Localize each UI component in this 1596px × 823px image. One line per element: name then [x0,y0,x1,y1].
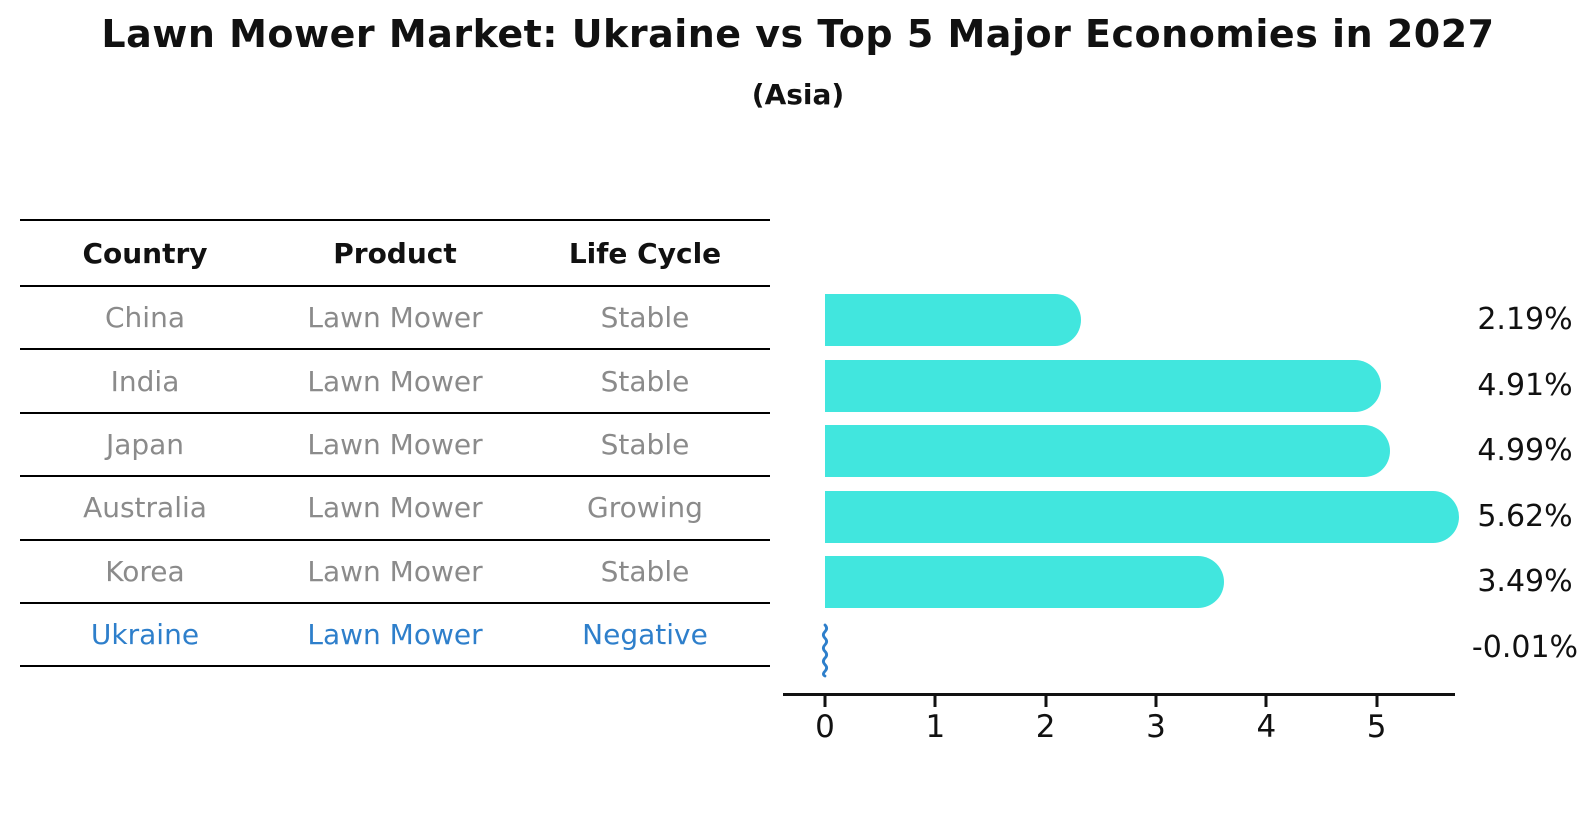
table-row-india: India Lawn Mower Stable [20,350,770,414]
product-cell: Lawn Mower [307,427,483,461]
x-tick-label: 3 [1146,709,1166,745]
column-header-life-cycle: Life Cycle [568,236,722,270]
table-row-korea: Korea Lawn Mower Stable [20,541,770,604]
product-cell: Lawn Mower [307,618,483,652]
life-cycle-cell: Stable [600,301,690,335]
x-tick-label: 5 [1366,709,1387,745]
product-cell: Lawn Mower [307,491,483,525]
country-cell: India [110,364,180,398]
life-cycle-cell: Stable [600,427,690,461]
bar-korea [825,556,1225,608]
bar-india [825,359,1381,412]
country-cell: China [105,301,185,335]
country-cell: Korea [105,554,185,588]
table-row-australia: Australia Lawn Mower Growing [20,477,770,541]
x-tick-label: 2 [1035,709,1056,745]
life-cycle-cell: Negative [582,618,708,652]
bar-value-labels: 2.19% 4.91% 4.99% 5.62% 3.49% -0.01% [1458,287,1592,680]
x-tick-label: 1 [925,709,946,745]
bar-value-label: 3.49% [1477,564,1573,600]
table-row-japan: Japan Lawn Mower Stable [20,414,770,478]
x-tick-mark [1044,696,1048,707]
product-cell: Lawn Mower [307,554,483,588]
life-cycle-cell: Growing [587,491,703,525]
table-header-row: Country Product Life Cycle [20,221,770,287]
negative-bar-squiggle-icon [822,623,828,678]
x-tick-mark [933,696,937,707]
bar-australia [825,490,1460,543]
bar-japan [825,425,1390,477]
country-cell: Australia [83,491,207,525]
x-axis [783,693,1455,696]
bar-value-label: 4.91% [1477,367,1573,403]
bar-value-label: 4.99% [1477,433,1573,469]
product-cell: Lawn Mower [307,364,483,398]
column-header-country: Country [82,236,208,270]
x-axis-ticks: 0 1 2 3 4 5 [815,696,1455,751]
x-tick-mark [1264,696,1268,707]
life-cycle-cell: Stable [600,364,690,398]
chart-title: Lawn Mower Market: Ukraine vs Top 5 Majo… [101,12,1495,56]
column-header-product: Product [333,236,457,270]
x-tick-label: 0 [815,709,835,745]
x-tick-mark [823,696,827,707]
country-cell: Japan [105,427,185,461]
bar-chart [822,287,1460,680]
country-table: Country Product Life Cycle China Lawn Mo… [20,219,770,668]
bar-value-label: 2.19% [1477,302,1573,338]
bar-china [825,294,1081,346]
table-row-ukraine: Ukraine Lawn Mower Negative [20,604,770,668]
x-tick-label: 4 [1256,709,1277,745]
bar-value-label: 5.62% [1477,498,1573,534]
product-cell: Lawn Mower [307,301,483,335]
country-cell: Ukraine [90,618,200,652]
table-row-china: China Lawn Mower Stable [20,287,770,351]
life-cycle-cell: Stable [600,554,690,588]
bar-value-label: -0.01% [1471,629,1579,665]
x-tick-mark [1375,696,1379,707]
x-tick-mark [1154,696,1158,707]
chart-subtitle: (Asia) [751,78,845,111]
